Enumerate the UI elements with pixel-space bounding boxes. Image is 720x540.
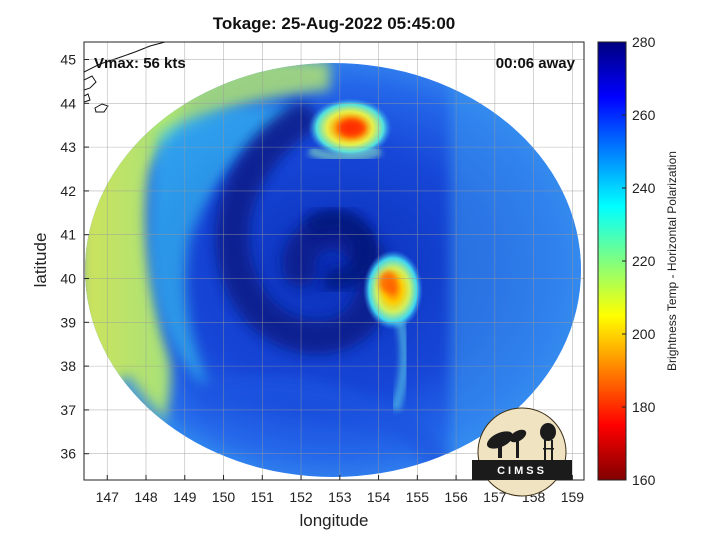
y-tick-label: 43 [60,139,76,155]
colorbar: 160 180 200 220 240 260 280 [597,34,656,488]
coastline [84,42,166,113]
colorbar-tick-label: 240 [632,180,656,196]
cimss-logo: CIMSS [472,407,572,497]
x-tick-label: 159 [561,489,585,505]
convection-south-tail [390,318,410,412]
colorbar-tick-label: 160 [632,472,656,488]
x-tick-label: 152 [289,489,313,505]
chart-title: Tokage: 25-Aug-2022 05:45:00 [212,14,456,33]
logo-dish-icon [486,429,527,458]
logo-tower-icon [540,423,556,462]
y-axis-ticks: 36 37 38 39 40 41 42 43 44 45 [60,52,89,462]
colorbar-tick-label: 220 [632,253,656,269]
x-tick-label: 148 [134,489,158,505]
x-tick-label: 151 [251,489,275,505]
y-axis-label: latitude [31,232,50,288]
time-offset-annotation: 00:06 away [496,55,576,72]
logo-text: CIMSS [497,465,547,477]
convection-south-core [379,271,397,293]
y-tick-label: 39 [60,314,76,330]
cyan-band-west [150,106,300,390]
colorbar-gradient [597,41,627,481]
y-tick-label: 45 [60,52,76,68]
colorbar-tick-label: 280 [632,34,656,50]
x-axis-label: longitude [299,511,369,530]
y-tick-label: 42 [60,183,76,199]
colorbar-ticks: 160 180 200 220 240 260 280 [622,34,656,488]
x-tick-label: 153 [328,489,352,505]
y-tick-label: 41 [60,227,76,243]
x-tick-label: 155 [406,489,430,505]
vmax-annotation: Vmax: 56 kts [94,55,186,72]
colorbar-tick-label: 180 [632,399,656,415]
grid-lines [84,42,584,480]
y-tick-label: 38 [60,358,76,374]
colorbar-tick-label: 260 [632,107,656,123]
x-tick-label: 156 [444,489,468,505]
logo-banner [472,460,572,480]
axes-frame [83,41,585,481]
convection-north-trail [307,145,383,163]
convection-north-core [338,119,366,137]
y-tick-label: 44 [60,95,76,111]
x-tick-label: 157 [483,489,507,505]
x-tick-label: 150 [212,489,236,505]
x-tick-label: 149 [173,489,197,505]
southern-rainband [195,376,453,475]
y-tick-label: 36 [60,446,76,462]
colorbar-tick-label: 200 [632,326,656,342]
colorbar-label: Brightness Temp - Horizontal Polarizatio… [665,151,679,371]
y-tick-label: 37 [60,402,76,418]
y-tick-label: 40 [60,271,76,287]
x-tick-label: 154 [367,489,391,505]
x-tick-label: 147 [96,489,120,505]
